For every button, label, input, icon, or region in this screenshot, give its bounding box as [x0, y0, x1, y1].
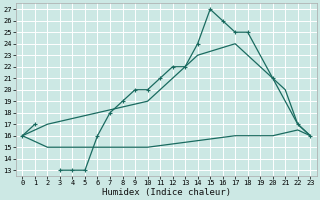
X-axis label: Humidex (Indice chaleur): Humidex (Indice chaleur) — [102, 188, 231, 197]
